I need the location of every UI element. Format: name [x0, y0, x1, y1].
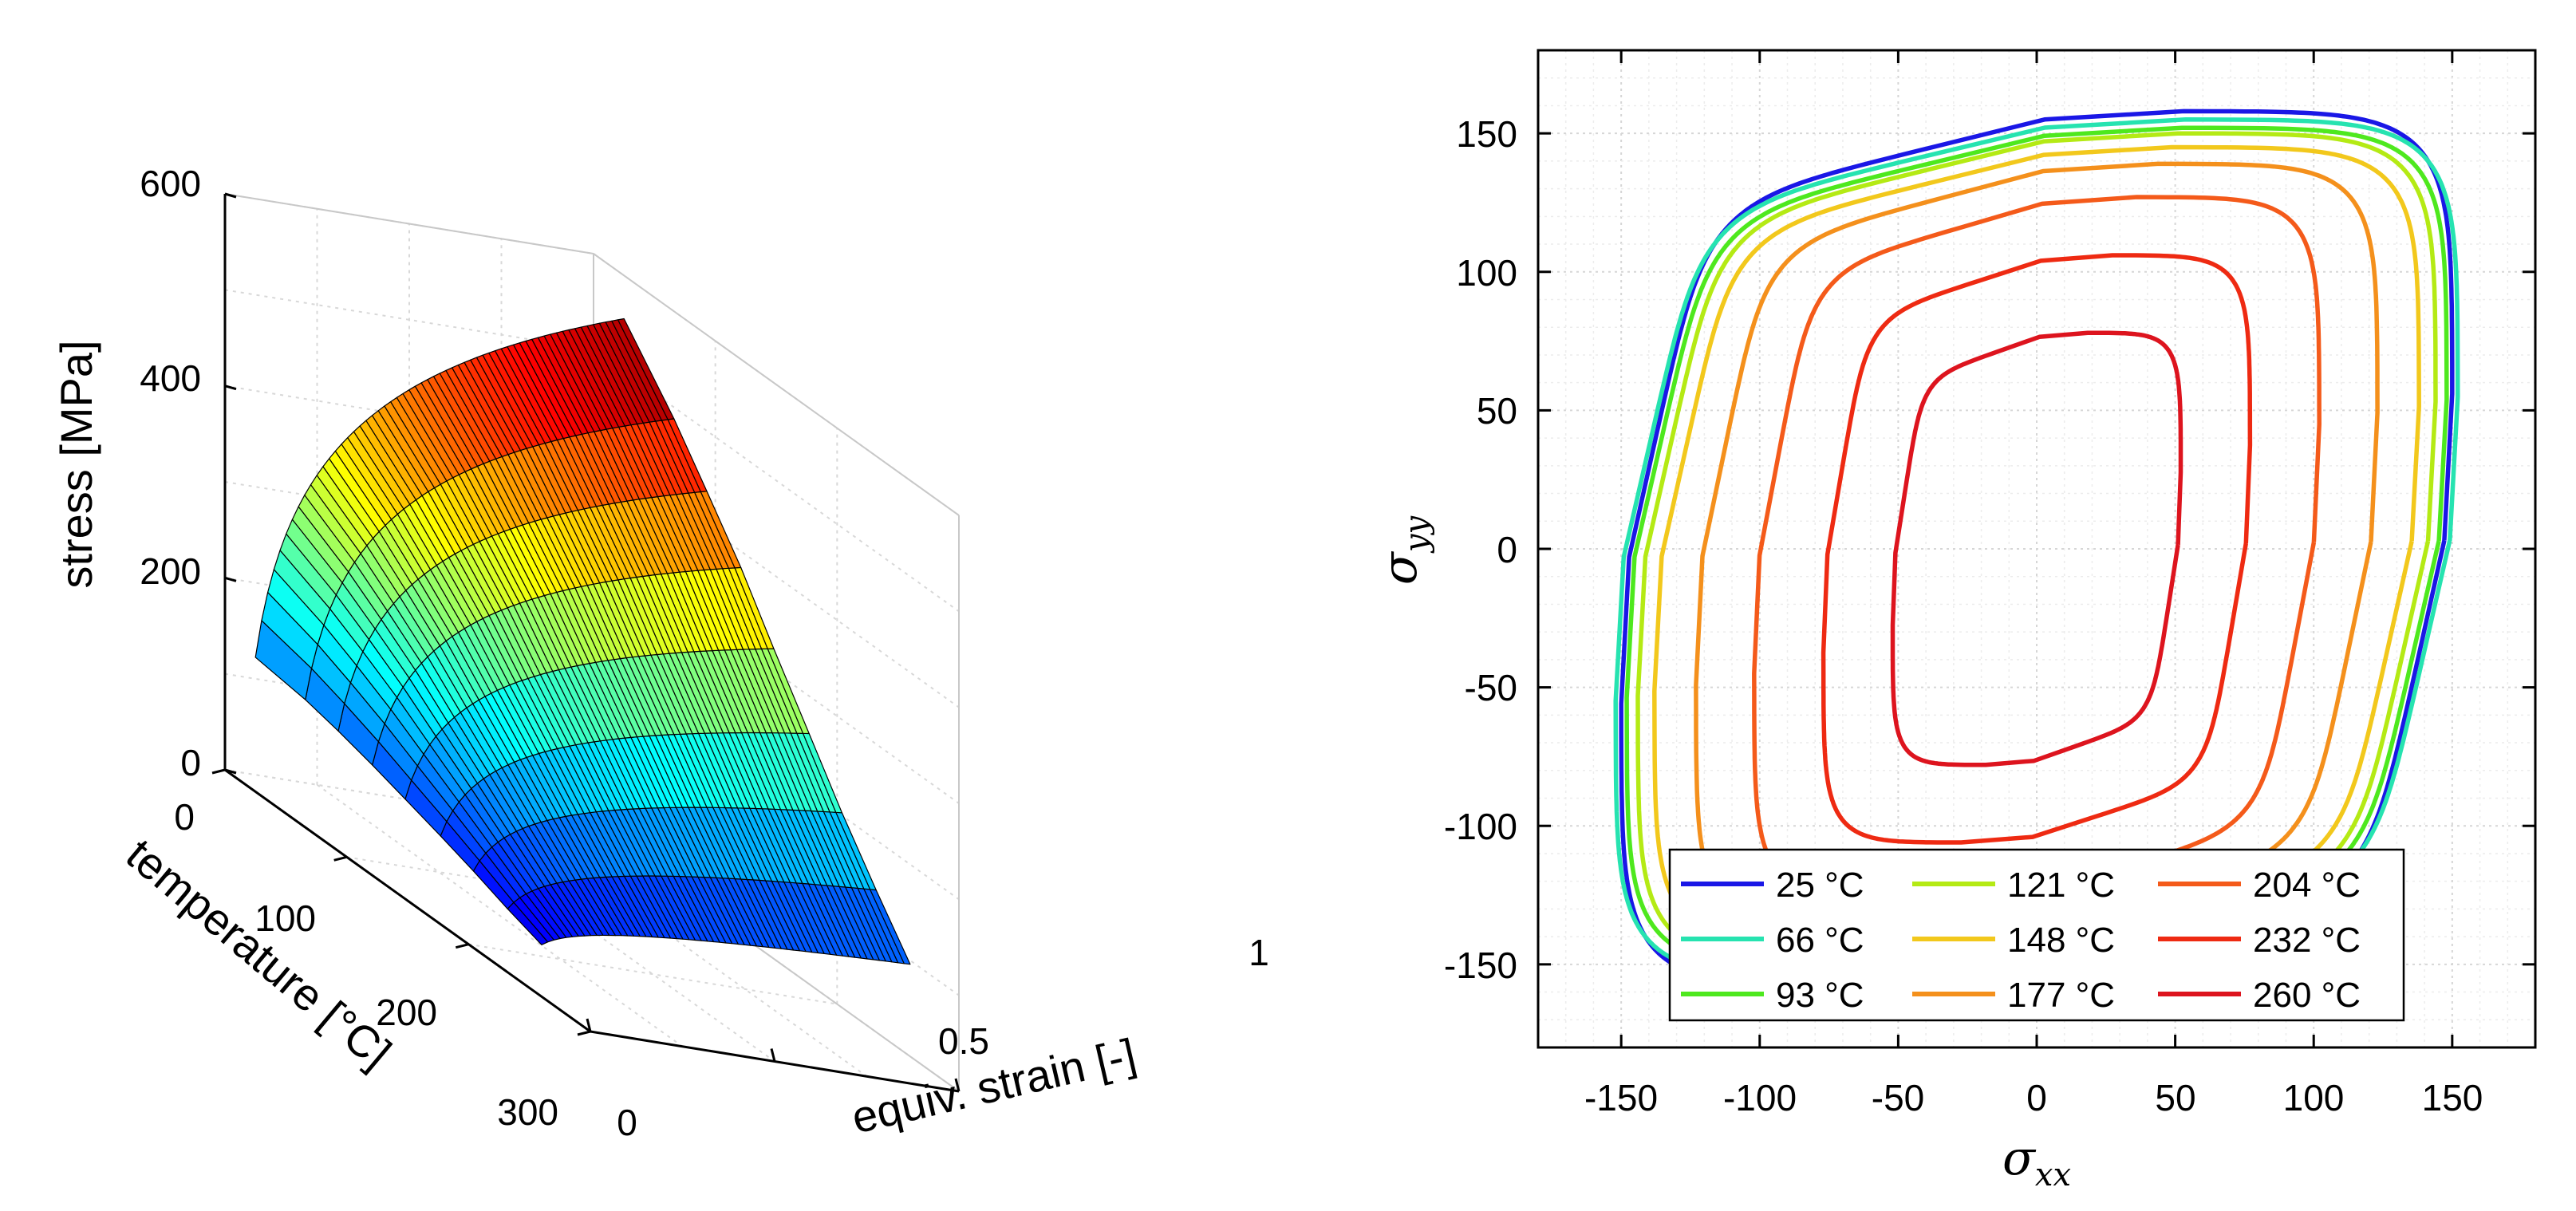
- legend-label-260: 260 °C: [2253, 976, 2361, 1015]
- surface-axes: [211, 192, 961, 1093]
- z-tick-mark: [224, 385, 237, 391]
- legend-entry: 93 °C: [1681, 976, 1864, 1015]
- z-tick-mark: [224, 192, 237, 199]
- box-edge: [224, 193, 594, 254]
- z-axis-label: stress [MPa]: [51, 340, 101, 588]
- locus-ticks: [1538, 50, 2535, 1047]
- r-y-tick-50: 50: [1477, 390, 1517, 432]
- grid-line: [468, 943, 838, 1005]
- z-tick-600: 600: [140, 163, 201, 204]
- y-tick-300: 300: [497, 1091, 558, 1133]
- yield-curve-232: [1821, 253, 2253, 845]
- y-tick-100: 100: [254, 897, 316, 939]
- r-y-tick-0: 0: [1497, 529, 1517, 570]
- temperature-tick-mark: [455, 943, 469, 949]
- y-tick-200: 200: [376, 992, 437, 1033]
- z-tick-200: 200: [140, 550, 201, 592]
- legend-label-177: 177 °C: [2007, 976, 2115, 1015]
- r-x-tick-0: 0: [2026, 1077, 2047, 1118]
- grid-line: [316, 783, 684, 1047]
- yield-curve-204: [1752, 195, 2322, 903]
- legend-label-232: 232 °C: [2253, 921, 2361, 960]
- temperature-tick-mark: [211, 768, 226, 775]
- legend-label-204: 204 °C: [2253, 866, 2361, 905]
- x-tick-1: 1: [1249, 932, 1269, 973]
- r-x-tick-m150: -150: [1584, 1077, 1658, 1118]
- x-axis-label: equiv. strain [-]: [847, 1028, 1141, 1142]
- x-tick-0.5: 0.5: [938, 1020, 989, 1062]
- r-y-tick-m50: -50: [1465, 667, 1517, 708]
- stress-surface: [254, 318, 911, 965]
- r-x-tick-m100: -100: [1723, 1077, 1797, 1118]
- yield-curve-260: [1890, 330, 2183, 767]
- temperature-axis-line: [224, 768, 591, 1033]
- legend-box: [1668, 848, 2405, 1022]
- strain-tick-mark: [586, 1018, 592, 1032]
- r-y-tick-150: 150: [1456, 113, 1517, 155]
- z-tick-0: 0: [180, 742, 201, 783]
- strain-tick-mark: [770, 1048, 776, 1062]
- r-x-tick-50: 50: [2155, 1077, 2195, 1118]
- strain-tick-mark: [954, 1078, 961, 1092]
- legend-entry: 260 °C: [2158, 976, 2361, 1015]
- z-tick-mark: [224, 768, 237, 775]
- stress-surface-plot: 0 200 400 600 0 100 200 300 0 0.5 1 stre…: [51, 163, 1269, 1143]
- r-x-tick-150: 150: [2422, 1077, 2483, 1118]
- z-tick-400: 400: [140, 357, 201, 399]
- sigma-yy-label: σyy: [1372, 515, 1435, 586]
- legend-entry: 66 °C: [1681, 921, 1864, 960]
- legend-entry: 204 °C: [2158, 866, 2361, 905]
- legend-entry: 148 °C: [1912, 921, 2115, 960]
- r-y-tick-m150: -150: [1444, 945, 1517, 986]
- sigma-xx-label: σxx: [2002, 1130, 2071, 1193]
- legend-entry: 25 °C: [1681, 866, 1864, 905]
- legend-label-121: 121 °C: [2007, 866, 2115, 905]
- legend-entry: 121 °C: [1912, 866, 2115, 905]
- legend-label-148: 148 °C: [2007, 921, 2115, 960]
- legend-label-25: 25 °C: [1776, 866, 1864, 905]
- temperature-tick-mark: [577, 1030, 591, 1036]
- z-tick-mark: [224, 576, 237, 582]
- yield-locus-plot: 150 100 50 0 -50 -100 -150 -150 -100 -50…: [1372, 49, 2537, 1193]
- temperature-tick-mark: [333, 855, 348, 862]
- r-y-tick-100: 100: [1456, 252, 1517, 294]
- y-tick-0: 0: [174, 796, 195, 838]
- legend-label-66: 66 °C: [1776, 921, 1864, 960]
- box-edge: [593, 253, 960, 516]
- legend: 25 °C 66 °C 93 °C 121 °C 148 °C 177 °C: [1668, 848, 2405, 1022]
- r-y-tick-m100: -100: [1444, 806, 1517, 847]
- legend-entry: 232 °C: [2158, 921, 2361, 960]
- x-tick-0: 0: [617, 1102, 637, 1143]
- legend-label-93: 93 °C: [1776, 976, 1864, 1015]
- legend-entry: 177 °C: [1912, 976, 2115, 1015]
- r-x-tick-m50: -50: [1872, 1077, 1924, 1118]
- r-x-tick-100: 100: [2283, 1077, 2345, 1118]
- surface-patch: [254, 620, 313, 700]
